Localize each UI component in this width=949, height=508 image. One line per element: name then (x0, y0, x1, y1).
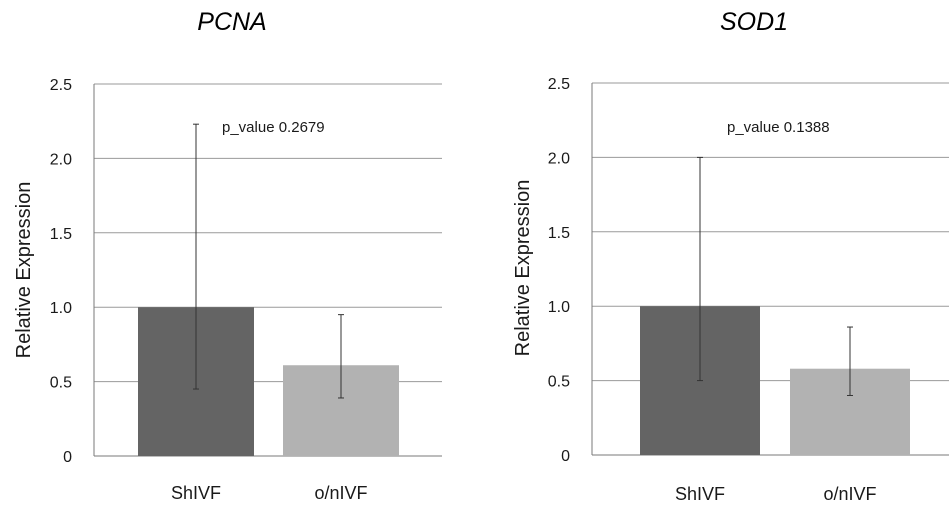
p-value-annotation: p_value 0.1388 (727, 119, 830, 136)
y-tick-label: 1.5 (548, 225, 570, 242)
y-tick-label: 2.0 (548, 150, 570, 167)
y-tick-label: 0 (63, 449, 72, 466)
y-tick-label: 0 (561, 448, 570, 465)
y-tick-label: 2.5 (50, 77, 72, 94)
plot-area: 0 0.5 1.0 1.5 2.0 2.5 ShIVF o/nIVF (548, 76, 949, 504)
y-tick-label: 1.5 (50, 226, 72, 243)
y-axis-label: Relative Expression (512, 180, 534, 357)
chart-title: PCNA (197, 8, 266, 36)
y-tick-label: 0.5 (50, 375, 72, 392)
y-tick-label: 1.0 (548, 299, 570, 316)
x-category-label: o/nIVF (823, 484, 876, 504)
y-tick-label: 2.5 (548, 76, 570, 93)
p-value-annotation: p_value 0.2679 (222, 119, 325, 136)
x-category-label: o/nIVF (314, 483, 367, 503)
chart-title: SOD1 (720, 8, 788, 36)
y-tick-label: 1.0 (50, 300, 72, 317)
y-axis-label: Relative Expression (13, 182, 35, 359)
y-tick-label: 0.5 (548, 374, 570, 391)
chart-panel-pcna: PCNA Relative Expression p_value 0.2679 … (13, 8, 442, 503)
plot-area: 0 0.5 1.0 1.5 2.0 2.5 ShIVF o/nIVF (50, 77, 442, 503)
chart-panel-sod1: SOD1 Relative Expression p_value 0.1388 … (512, 8, 949, 504)
x-category-label: ShIVF (675, 484, 725, 504)
y-tick-label: 2.0 (50, 151, 72, 168)
x-category-label: ShIVF (171, 483, 221, 503)
